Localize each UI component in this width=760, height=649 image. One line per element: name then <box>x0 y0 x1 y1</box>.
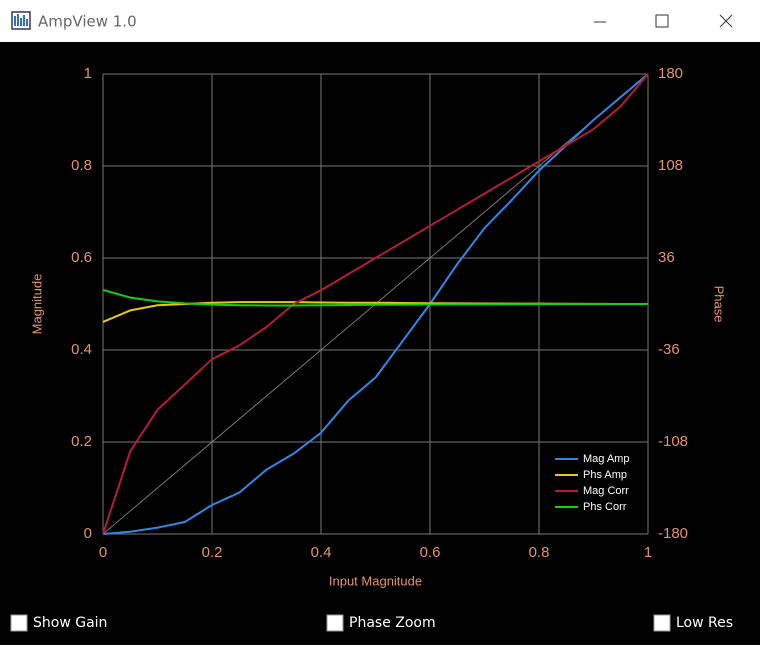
window-title: AmpView 1.0 <box>38 13 137 31</box>
x-tick-label: 0.6 <box>420 544 441 561</box>
app-icon <box>11 11 31 30</box>
series-line <box>102 73 649 535</box>
checkbox-label[interactable]: Phase Zoom <box>349 615 436 631</box>
checkbox[interactable] <box>10 614 28 632</box>
y2-tick-label: 108 <box>658 157 683 174</box>
legend-label: Phs Amp <box>583 469 627 481</box>
series-line <box>102 288 648 307</box>
maximize-button[interactable] <box>655 14 669 28</box>
y-tick-label: 0 <box>84 525 92 542</box>
y-tick-label: 0.8 <box>71 157 92 174</box>
checkbox[interactable] <box>326 614 344 632</box>
y-tick-label: 0.2 <box>71 433 92 450</box>
x-tick-label: 0.4 <box>311 544 332 561</box>
legend-label: Phs Corr <box>583 501 627 513</box>
y2-tick-label: 180 <box>658 65 683 82</box>
close-button[interactable] <box>719 14 733 28</box>
y-tick-label: 0.4 <box>71 341 92 358</box>
y-tick-label: 0.6 <box>71 249 92 266</box>
checkbox[interactable] <box>653 614 671 632</box>
x-axis-label: Input Magnitude <box>329 573 422 588</box>
y-axis-label: Magnitude <box>29 274 44 335</box>
checkbox-label[interactable]: Show Gain <box>33 615 107 631</box>
legend-label: Mag Corr <box>583 485 629 497</box>
series-line <box>102 73 649 535</box>
y2-axis-label: Phase <box>712 286 727 323</box>
y2-tick-label: -108 <box>658 433 688 450</box>
x-tick-label: 0 <box>99 544 107 561</box>
y2-tick-label: -36 <box>658 341 680 358</box>
y2-tick-label: -180 <box>658 525 688 542</box>
x-tick-label: 1 <box>644 544 652 561</box>
checkbox-label[interactable]: Low Res <box>676 615 733 631</box>
x-tick-label: 0.2 <box>202 544 223 561</box>
legend-label: Mag Amp <box>583 453 629 465</box>
legend: Mag Amp Phs Amp Mag Corr Phs Corr <box>555 453 629 513</box>
title-bar <box>0 0 760 42</box>
x-tick-label: 0.8 <box>529 544 550 561</box>
y-tick-label: 1 <box>84 65 92 82</box>
y2-tick-label: 36 <box>658 249 675 266</box>
